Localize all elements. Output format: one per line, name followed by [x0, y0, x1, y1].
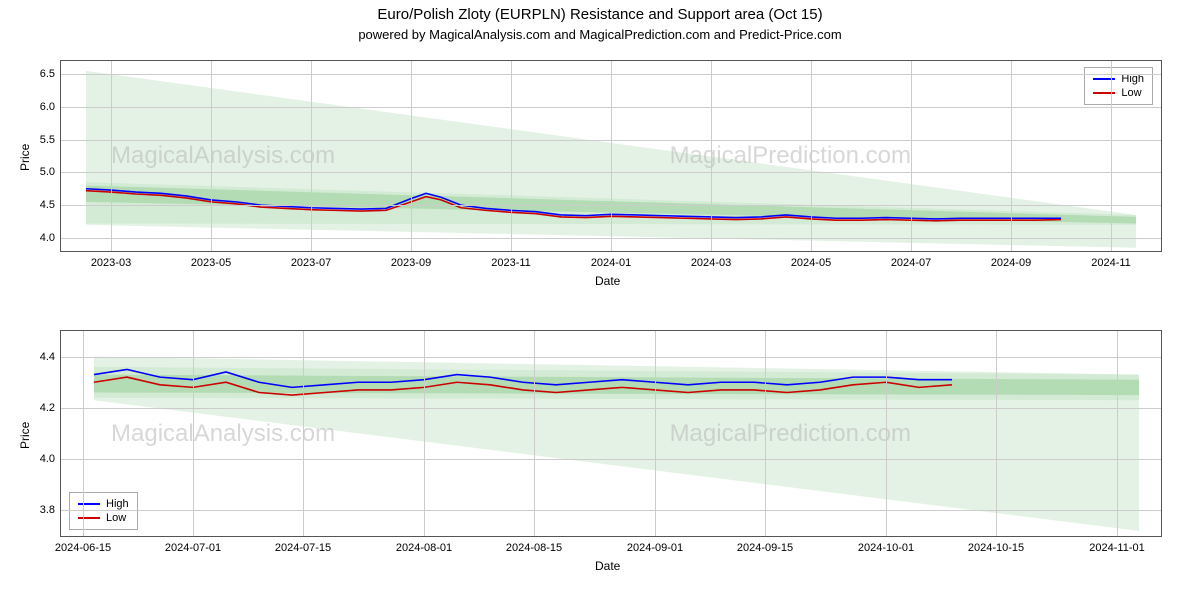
grid-line-v [811, 61, 812, 251]
grid-line-v [655, 331, 656, 536]
legend-swatch-low-2 [78, 517, 100, 519]
grid-line-v [996, 331, 997, 536]
grid-line-v [765, 331, 766, 536]
grid-line-v [911, 61, 912, 251]
ytick-label: 5.0 [40, 166, 55, 178]
ytick-label: 5.5 [40, 134, 55, 146]
xtick-label: 2024-03 [691, 257, 731, 269]
xtick-label: 2024-10-15 [968, 542, 1024, 554]
xtick-label: 2023-07 [291, 257, 331, 269]
xtick-label: 2023-11 [491, 257, 531, 269]
xtick-label: 2024-09-15 [737, 542, 793, 554]
ytick-label: 4.0 [40, 453, 55, 465]
grid-line-v [111, 61, 112, 251]
ytick-label: 4.2 [40, 402, 55, 414]
grid-line-v [1011, 61, 1012, 251]
xtick-label: 2024-09-01 [627, 542, 683, 554]
grid-line-v [193, 331, 194, 536]
legend-swatch-high-2 [78, 503, 100, 505]
plot-area-bottom: MagicalAnalysis.com MagicalPrediction.co… [60, 330, 1162, 537]
legend-low-label: Low [1121, 87, 1141, 99]
xtick-label: 2024-08-15 [506, 542, 562, 554]
chart-title: Euro/Polish Zloty (EURPLN) Resistance an… [0, 0, 1200, 23]
grid-line-v [711, 61, 712, 251]
grid-line-v [1117, 331, 1118, 536]
xlabel-top: Date [595, 274, 620, 288]
grid-line-v [886, 331, 887, 536]
ytick-label: 4.4 [40, 351, 55, 363]
legend-high-row-2: High [78, 497, 129, 511]
grid-line-v [311, 61, 312, 251]
xtick-label: 2023-05 [191, 257, 231, 269]
xtick-label: 2024-01 [591, 257, 631, 269]
xlabel-bottom: Date [595, 559, 620, 573]
xtick-label: 2023-03 [91, 257, 131, 269]
ylabel-bottom: Price [18, 421, 32, 448]
xtick-label: 2024-07-01 [165, 542, 221, 554]
xtick-label: 2024-08-01 [396, 542, 452, 554]
ytick-label: 4.0 [40, 232, 55, 244]
legend-low-label-2: Low [106, 512, 126, 524]
ytick-label: 3.8 [40, 504, 55, 516]
grid-line-v [211, 61, 212, 251]
grid-line-v [83, 331, 84, 536]
ytick-label: 4.5 [40, 199, 55, 211]
grid-line-v [534, 331, 535, 536]
grid-line-v [1111, 61, 1112, 251]
ytick-label: 6.5 [40, 68, 55, 80]
legend-low-row-2: Low [78, 511, 129, 525]
legend-high-label-2: High [106, 498, 129, 510]
xtick-label: 2024-10-01 [858, 542, 914, 554]
xtick-label: 2024-09 [991, 257, 1031, 269]
xtick-label: 2024-11 [1091, 257, 1131, 269]
xtick-label: 2024-05 [791, 257, 831, 269]
legend-swatch-low [1093, 92, 1115, 94]
grid-line-v [611, 61, 612, 251]
ytick-label: 6.0 [40, 101, 55, 113]
xtick-label: 2024-07-15 [275, 542, 331, 554]
xtick-label: 2024-06-15 [55, 542, 111, 554]
plot-area-top: MagicalAnalysis.com MagicalPrediction.co… [60, 60, 1162, 252]
chart-subtitle: powered by MagicalAnalysis.com and Magic… [0, 23, 1200, 46]
grid-line-v [411, 61, 412, 251]
xtick-label: 2023-09 [391, 257, 431, 269]
legend-low-row: Low [1093, 86, 1144, 100]
grid-line-v [303, 331, 304, 536]
xtick-label: 2024-07 [891, 257, 931, 269]
xtick-label: 2024-11-01 [1089, 542, 1144, 554]
ylabel-top: Price [18, 144, 32, 171]
grid-line-v [511, 61, 512, 251]
legend-swatch-high [1093, 78, 1115, 80]
legend-top: High Low [1084, 67, 1153, 105]
grid-line-v [424, 331, 425, 536]
